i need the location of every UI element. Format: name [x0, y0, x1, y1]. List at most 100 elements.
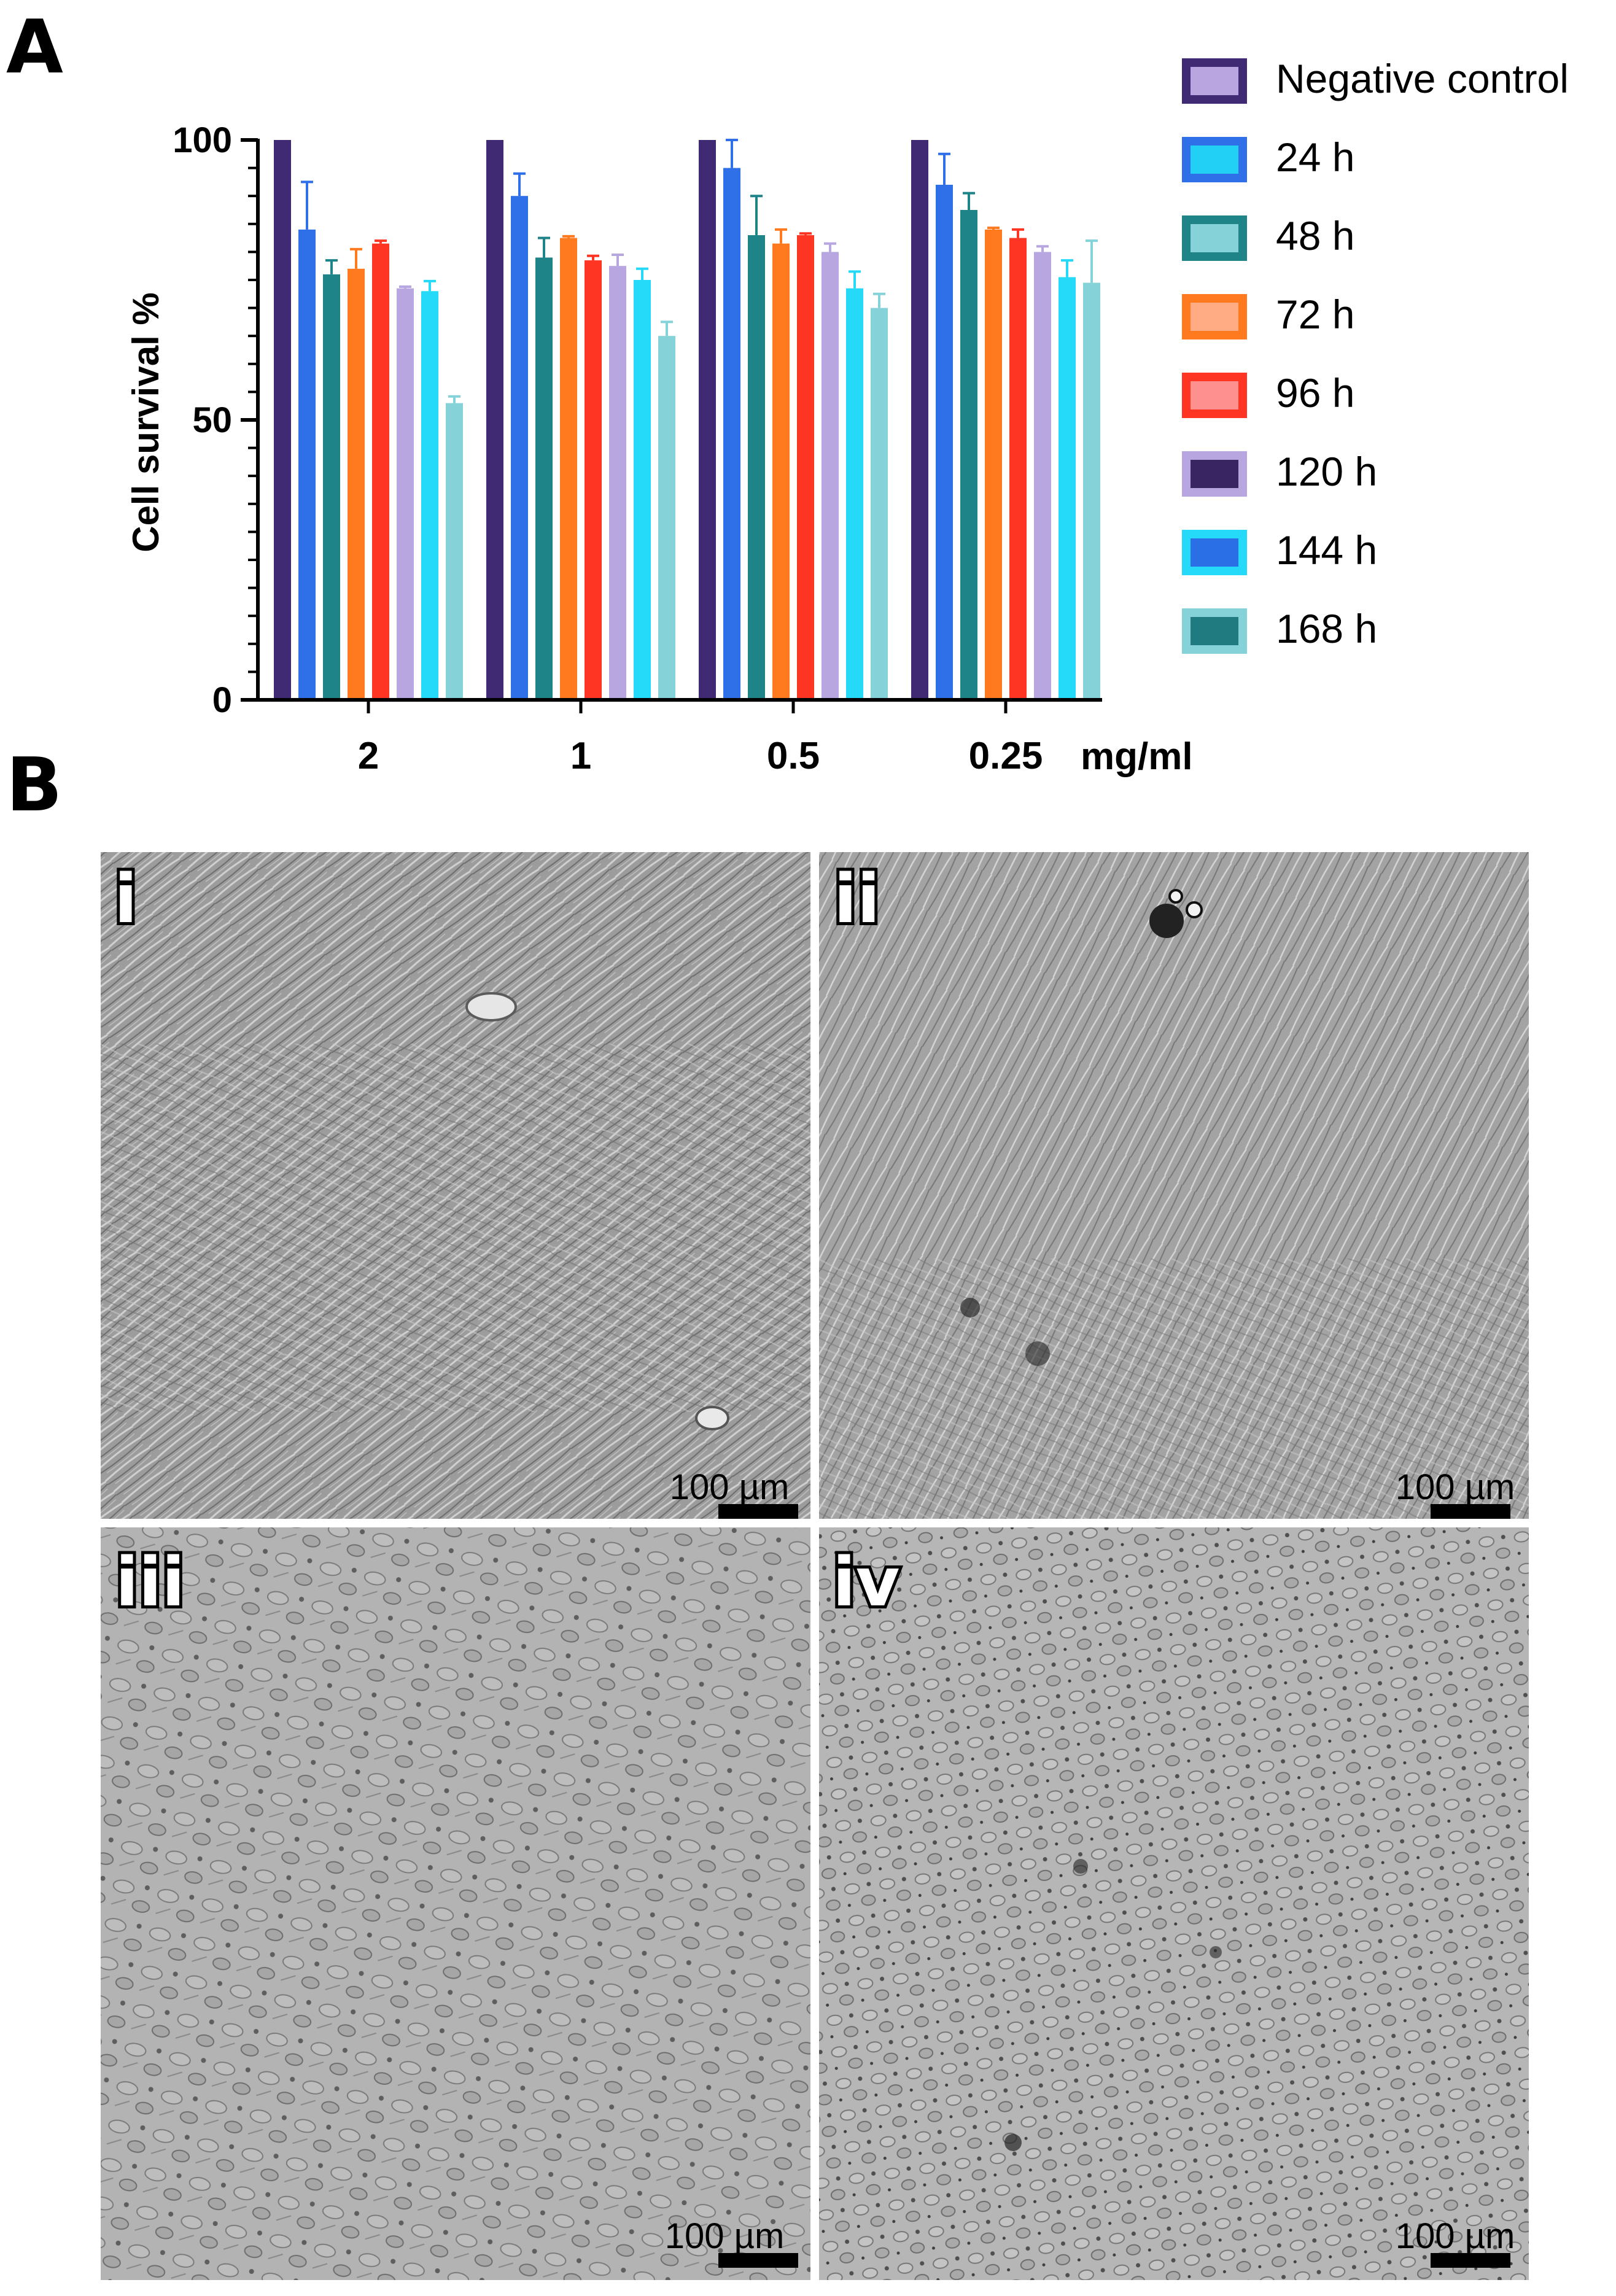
- bar-1-168-h: [658, 336, 675, 700]
- scale-bar-iv: [1431, 2253, 1510, 2268]
- error-bar-2-144-h: [424, 279, 436, 292]
- x-tick-label: 0.5: [767, 735, 820, 777]
- y-axis-label: Cell survival %: [125, 292, 166, 553]
- bar-1-96-h: [585, 260, 602, 700]
- bar-0.5-96-h: [797, 235, 814, 700]
- bar-2-72-h: [348, 268, 365, 700]
- legend-item: 72 h: [1182, 292, 1354, 339]
- legend-label: 48 h: [1276, 213, 1354, 258]
- error-bar-0.5-144-h: [849, 270, 861, 289]
- scale-bar-text-ii: 100 µm: [1396, 1467, 1515, 1507]
- legend-swatch: [1182, 58, 1247, 104]
- error-bar-2-72-h: [350, 247, 362, 269]
- error-bar-1-144-h: [636, 267, 648, 280]
- legend-item: 48 h: [1182, 213, 1354, 261]
- micrograph-iii: iii 100 µm: [101, 1527, 810, 2280]
- error-bar-0.25-120-h: [1036, 245, 1049, 252]
- legend-item: 120 h: [1182, 449, 1377, 497]
- legend-swatch: [1182, 451, 1247, 497]
- error-bar-1-96-h: [587, 254, 599, 261]
- bar-2-144-h: [421, 291, 438, 700]
- bar-chart: Cell survival % mg/ml 0 50 100 2 1 0.5 0.25 Ne…: [125, 56, 1569, 778]
- scale-bar-text-iv: 100 µm: [1396, 2216, 1515, 2256]
- micrograph-label-i: i: [114, 859, 138, 938]
- bar-0.5-144-h: [846, 288, 863, 700]
- micrograph-i: i 100 µm: [101, 852, 810, 1519]
- bar-1-24-h: [511, 196, 528, 700]
- error-bar-1-48-h: [538, 236, 550, 258]
- legend-swatch: [1182, 215, 1247, 261]
- error-bar-0.5-72-h: [775, 228, 787, 244]
- bar-0.25-72-h: [985, 229, 1002, 700]
- micrograph-label-iv: iv: [833, 1543, 899, 1621]
- bar-2-96-h: [372, 243, 389, 700]
- legend-swatch: [1182, 373, 1247, 418]
- error-bar-1-168-h: [661, 320, 673, 336]
- error-bar-1-72-h: [562, 235, 575, 238]
- x-tick-label: 0.25: [969, 735, 1043, 777]
- legend-swatch: [1182, 530, 1247, 575]
- micrograph-grid: i 100 µm ii 100 µm iii 100 µm: [0, 847, 1616, 2296]
- legend-item: 168 h: [1182, 606, 1377, 654]
- bar-0.5-72-h: [772, 243, 790, 700]
- error-bar-0.5-120-h: [824, 242, 836, 252]
- error-bar-1-120-h: [612, 253, 624, 266]
- error-bar-0.25-168-h: [1086, 239, 1098, 283]
- scale-bar-text-iii: 100 µm: [665, 2216, 785, 2256]
- error-bar-0.5-48-h: [750, 195, 763, 236]
- x-tick-label: 1: [570, 735, 591, 777]
- error-bar-2-48-h: [325, 259, 338, 274]
- legend-label: 144 h: [1276, 527, 1377, 573]
- error-bar-2-120-h: [399, 285, 411, 289]
- error-bar-group: [301, 139, 1098, 403]
- legend-label: 168 h: [1276, 606, 1377, 651]
- bar-2-120-h: [397, 288, 414, 700]
- bar-0.5-48-h: [748, 235, 765, 700]
- bar-2-negative-control: [274, 140, 291, 700]
- bar-2-24-h: [298, 229, 316, 700]
- chart-legend: Negative control 24 h 48 h 72 h 96 h 120 h 144…: [1182, 56, 1569, 654]
- scale-bar-ii: [1431, 1504, 1510, 1519]
- panel-letter-a: A: [6, 5, 63, 90]
- chart-axes: 0 50 100 2 1 0.5 0.25: [173, 120, 1102, 777]
- legend-label: 72 h: [1276, 292, 1354, 337]
- bar-1-144-h: [634, 280, 651, 700]
- error-bar-0.25-24-h: [938, 152, 950, 185]
- bar-0.5-168-h: [871, 308, 888, 700]
- bar-0.5-24-h: [723, 168, 740, 700]
- legend-item: Negative control: [1182, 56, 1569, 104]
- error-bar-2-96-h: [375, 239, 387, 244]
- micrograph-ii: ii 100 µm: [819, 852, 1529, 1519]
- error-bar-0.5-96-h: [799, 232, 812, 236]
- bar-0.25-negative-control: [911, 140, 928, 700]
- legend-swatch: [1182, 137, 1247, 182]
- micrograph-label-ii: ii: [834, 859, 880, 938]
- y-tick-label: 50: [192, 400, 232, 440]
- error-bar-0.5-24-h: [726, 139, 738, 168]
- bar-0.25-168-h: [1083, 282, 1100, 700]
- scale-bar-i: [718, 1504, 798, 1519]
- bar-0.25-24-h: [936, 184, 953, 700]
- bar-1-72-h: [560, 238, 577, 700]
- legend-item: 96 h: [1182, 370, 1354, 418]
- error-bar-0.25-72-h: [987, 227, 1000, 230]
- bar-1-120-h: [609, 266, 626, 700]
- bar-group: [274, 140, 1100, 700]
- x-axis-unit-label: mg/ml: [1081, 735, 1193, 778]
- bar-0.25-120-h: [1034, 252, 1051, 700]
- x-tick-label: 2: [358, 735, 379, 777]
- error-bar-2-24-h: [301, 180, 313, 230]
- bar-0.25-144-h: [1059, 277, 1076, 700]
- legend-label: 96 h: [1276, 370, 1354, 416]
- error-bar-0.25-144-h: [1061, 259, 1073, 277]
- error-bar-1-24-h: [513, 172, 526, 196]
- error-bar-0.25-96-h: [1012, 228, 1024, 238]
- error-bar-2-168-h: [448, 395, 460, 403]
- scale-bar-iii: [718, 2253, 798, 2268]
- error-bar-0.25-48-h: [963, 192, 975, 210]
- bar-2-168-h: [446, 403, 463, 700]
- bar-0.25-48-h: [960, 210, 977, 700]
- bar-2-48-h: [323, 274, 340, 700]
- legend-item: 24 h: [1182, 134, 1354, 182]
